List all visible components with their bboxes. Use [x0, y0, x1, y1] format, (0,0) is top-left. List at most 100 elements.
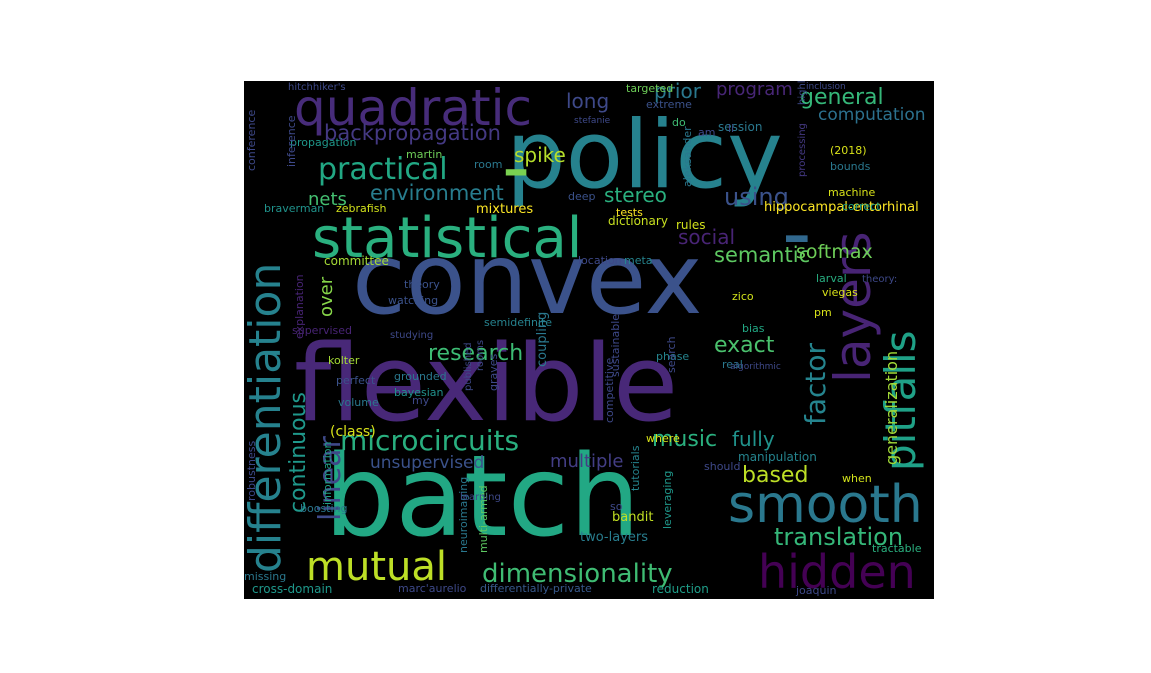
cloud-word: perfect	[336, 374, 376, 387]
cloud-word: manipulation	[738, 450, 817, 464]
cloud-word: (class)	[330, 424, 376, 440]
cloud-word: watching	[388, 294, 439, 307]
cloud-word: so	[610, 500, 623, 513]
cloud-word: inference	[285, 115, 298, 167]
cloud-word: environment	[370, 181, 504, 205]
cloud-word: committee	[324, 254, 389, 268]
cloud-word: prior	[654, 81, 701, 103]
cloud-word: leveraging	[661, 470, 674, 529]
cloud-word: dimensionality	[482, 559, 673, 589]
cloud-word: joaquin	[796, 584, 837, 597]
cloud-word: boosting	[300, 502, 348, 515]
cloud-word: reduction	[652, 582, 709, 596]
cloud-word: over	[316, 276, 337, 317]
cloud-word: extreme	[646, 98, 692, 111]
cloud-word: correct	[842, 200, 881, 213]
cloud-word: graves	[487, 353, 500, 391]
cloud-word: my	[412, 394, 430, 407]
cloud-word: kolter	[328, 354, 360, 367]
cloud-word: volume	[338, 396, 379, 409]
cloud-word: factor	[799, 342, 832, 425]
cloud-word: general	[800, 85, 884, 110]
cloud-word: missing	[244, 570, 287, 583]
cloud-word: should	[704, 460, 741, 473]
cloud-word: processing	[797, 123, 808, 177]
cloud-word: grounded	[394, 370, 447, 383]
cloud-word: continuous	[286, 392, 311, 513]
cloud-word: music	[652, 427, 718, 452]
cloud-word: nets	[308, 189, 347, 210]
cloud-word: two-layers	[580, 530, 649, 545]
cloud-word: inclusion	[806, 82, 846, 92]
cloud-word: batch	[324, 432, 641, 562]
cloud-word: studying	[390, 330, 434, 341]
cloud-word: larval	[816, 272, 847, 285]
cloud-word: when	[842, 472, 872, 485]
cloud-word: stefanie	[574, 116, 611, 126]
cloud-word: competitive	[603, 357, 616, 423]
cloud-word: am	[698, 126, 716, 139]
cloud-word: deep	[568, 190, 596, 203]
cloud-word: computation	[818, 105, 926, 125]
cloud-word: bias	[742, 322, 765, 335]
cloud-word: bandit	[612, 510, 654, 525]
cloud-word: using	[724, 183, 789, 211]
cloud-word: spike	[514, 143, 566, 167]
cloud-word: tractable	[872, 542, 922, 555]
cloud-word: published	[463, 342, 474, 391]
cloud-word: cross-domain	[252, 582, 333, 596]
cloud-word: information	[321, 441, 334, 506]
cloud-word: hidden	[758, 545, 916, 599]
cloud-word: program	[716, 81, 793, 100]
cloud-word: li	[728, 122, 735, 135]
cloud-word: do	[672, 116, 686, 129]
cloud-word: policy	[506, 101, 783, 210]
cloud-word: pm	[814, 306, 832, 319]
cloud-word: viegas	[822, 286, 858, 299]
cloud-word: tutorials	[629, 445, 642, 491]
cloud-word: unsupervised	[370, 453, 485, 473]
cloud-word: research	[428, 341, 524, 366]
cloud-word: bounds	[830, 160, 871, 173]
cloud-word: conference	[245, 109, 258, 171]
cloud-word: learning	[460, 492, 501, 503]
cloud-word: practical	[318, 152, 448, 187]
cloud-word: theory	[404, 278, 440, 291]
cloud-word: session	[718, 120, 763, 134]
word-cloud: batch flexible convex policy - - statist…	[244, 81, 934, 599]
cloud-word: stereo	[604, 183, 667, 207]
cloud-word: zebrafish	[336, 202, 387, 215]
cloud-word: -	[502, 123, 531, 213]
cloud-word: bayesian	[394, 386, 444, 399]
cloud-word: meta	[624, 254, 653, 267]
cloud-word: generalization	[882, 350, 901, 465]
cloud-word: -	[782, 186, 812, 281]
cloud-word: hitchhiker's	[288, 82, 346, 93]
cloud-word: dictionary	[608, 214, 668, 228]
cloud-word: exact	[714, 333, 775, 358]
cloud-word: long	[566, 89, 610, 113]
cloud-word: supervised	[292, 324, 353, 337]
cloud-word: multiple	[550, 451, 624, 472]
cloud-word: propagation	[290, 136, 357, 149]
cloud-word: differentiation	[244, 262, 291, 573]
cloud-word: location	[578, 254, 622, 267]
cloud-word: quadratic	[294, 81, 532, 137]
cloud-word: braverman	[264, 202, 325, 215]
cloud-word: search	[665, 336, 678, 373]
cloud-word: robustness	[245, 440, 258, 501]
cloud-word: hippocampal-entorhinal	[764, 200, 919, 215]
cloud-word: real	[722, 358, 743, 371]
cloud-word: algorithmic	[730, 362, 781, 372]
cloud-word: semidefinite	[484, 316, 553, 329]
cloud-word: based	[742, 463, 809, 488]
cloud-word: tests	[616, 206, 643, 219]
cloud-word: where	[646, 432, 680, 445]
cloud-word: martin	[406, 148, 443, 161]
cloud-word: theory:	[862, 274, 898, 285]
cloud-word: targeted	[626, 82, 674, 95]
cloud-word: fully	[732, 427, 775, 451]
cloud-word: statistical	[312, 206, 583, 271]
cloud-word: flexible	[294, 322, 679, 445]
cloud-word: softmax	[796, 241, 873, 263]
